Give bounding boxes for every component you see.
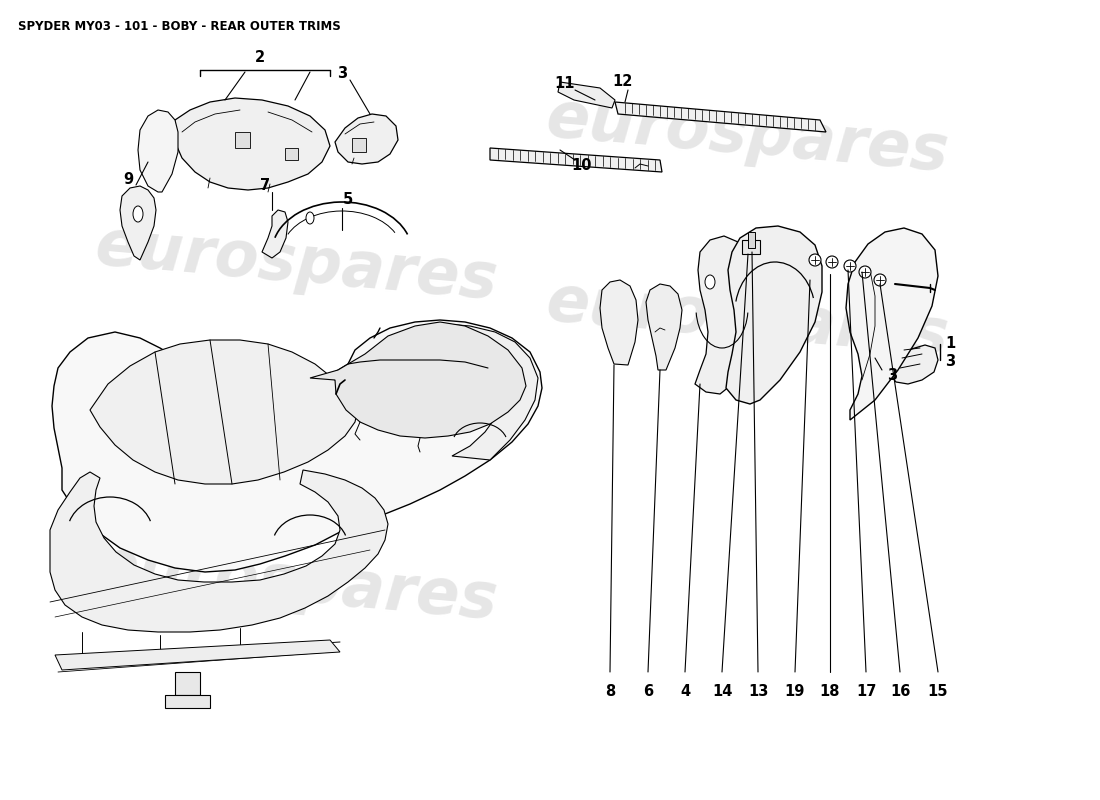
Polygon shape [285,148,298,160]
Text: 3: 3 [945,354,955,370]
Text: 17: 17 [856,685,877,699]
Polygon shape [138,110,178,192]
Circle shape [844,260,856,272]
Circle shape [808,254,821,266]
Ellipse shape [306,212,313,224]
Text: 18: 18 [820,685,840,699]
Polygon shape [888,345,938,384]
Polygon shape [695,236,758,394]
Text: 6: 6 [642,685,653,699]
Polygon shape [262,210,288,258]
Polygon shape [165,695,210,708]
Polygon shape [558,82,615,108]
Text: 14: 14 [712,685,733,699]
Polygon shape [615,102,826,132]
Text: 10: 10 [572,158,592,174]
Polygon shape [336,114,398,164]
Text: eurospares: eurospares [94,215,500,313]
Text: 16: 16 [890,685,910,699]
Text: eurospares: eurospares [544,271,952,369]
Text: 2: 2 [255,50,265,66]
Polygon shape [55,640,340,670]
Text: 1: 1 [945,337,955,351]
Text: 3: 3 [887,369,898,383]
Polygon shape [175,672,200,695]
Polygon shape [646,284,682,370]
Polygon shape [120,186,156,260]
Ellipse shape [133,206,143,222]
Text: 12: 12 [612,74,632,90]
Polygon shape [846,228,938,420]
Polygon shape [600,280,638,365]
Polygon shape [52,320,542,572]
Text: 5: 5 [343,193,353,207]
Text: 19: 19 [784,685,805,699]
Ellipse shape [705,275,715,289]
Text: 9: 9 [123,173,133,187]
Circle shape [874,274,886,286]
Polygon shape [352,138,366,152]
Text: eurospares: eurospares [94,535,500,633]
Text: 7: 7 [260,178,271,194]
Polygon shape [50,470,388,632]
Text: 4: 4 [680,685,690,699]
Text: 3: 3 [337,66,348,82]
Polygon shape [310,322,526,438]
Polygon shape [446,324,538,460]
Text: 13: 13 [748,685,768,699]
Polygon shape [90,340,358,484]
Polygon shape [235,132,250,148]
Polygon shape [175,98,330,190]
Text: eurospares: eurospares [544,87,952,185]
Polygon shape [748,232,755,248]
Text: 15: 15 [927,685,948,699]
Text: 8: 8 [605,685,615,699]
Polygon shape [490,148,662,172]
Circle shape [826,256,838,268]
Circle shape [859,266,871,278]
Polygon shape [726,226,822,404]
Text: 11: 11 [554,77,575,91]
Text: SPYDER MY03 - 101 - BOBY - REAR OUTER TRIMS: SPYDER MY03 - 101 - BOBY - REAR OUTER TR… [18,20,341,33]
Polygon shape [742,240,760,254]
Polygon shape [878,362,892,378]
